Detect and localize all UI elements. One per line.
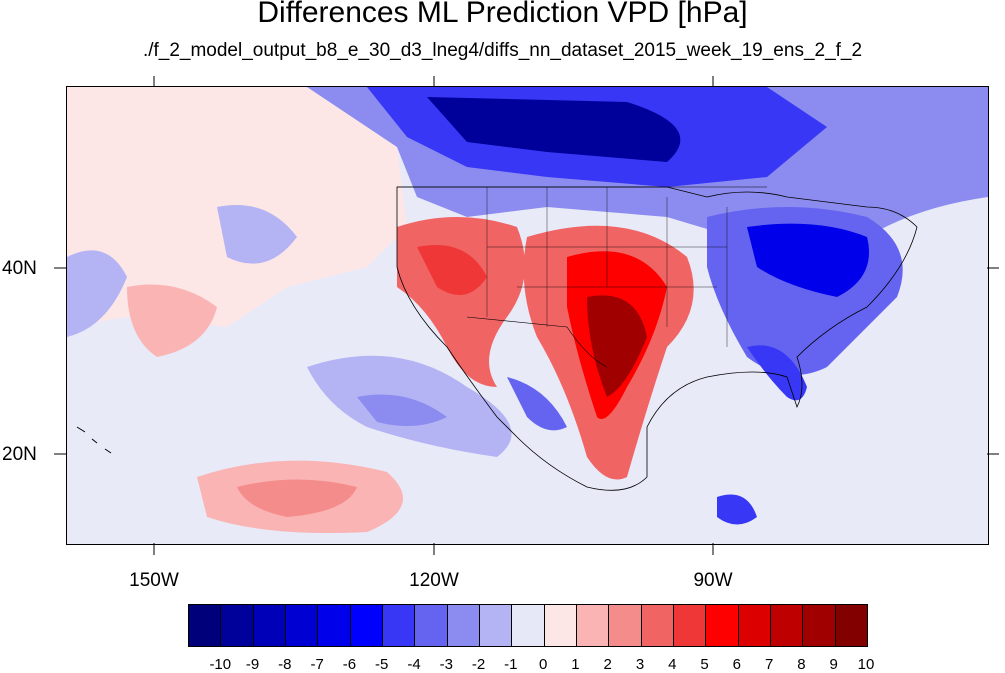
coastline-outline: [396, 186, 918, 491]
vpd-difference-map: [66, 86, 989, 545]
colorbar-tick-label: 3: [635, 656, 645, 673]
colorbar-swatch: [738, 605, 771, 646]
colorbar-tick-label: 9: [829, 656, 838, 673]
colorbar-swatch: [253, 605, 286, 646]
map-canvas: [67, 87, 988, 533]
colorbar-tick-label: -10: [209, 656, 232, 673]
colorbar-tick-label: 2: [603, 656, 612, 673]
colorbar-tick-label: -3: [439, 656, 453, 673]
colorbar-tick-label: 5: [700, 656, 709, 673]
colorbar-swatch: [447, 605, 480, 646]
colorbar-swatch: [382, 605, 416, 646]
west-pacific-blue: [67, 250, 127, 337]
colorbar-swatch: [285, 605, 319, 646]
mexico-negative: [507, 377, 567, 431]
colorbar-swatch: [835, 605, 867, 646]
colorbar-tick-label: -6: [342, 656, 357, 673]
lat-label-40n: 40N: [2, 258, 37, 279]
colorbar: [188, 604, 868, 647]
florida-negative: [747, 345, 807, 401]
us-border-south: [466, 316, 608, 368]
north-pacific-blue: [217, 205, 297, 264]
east-us-negative-core: [747, 223, 869, 297]
colorbar-tick-label: -7: [310, 656, 324, 673]
colorbar-tick-label: -5: [375, 656, 389, 673]
colorbar-tick-label: 1: [571, 656, 580, 673]
colorbar-tick-label: 7: [764, 656, 774, 673]
western-us-positive: [397, 217, 525, 387]
colorbar-tick-label: -2: [471, 656, 486, 673]
colorbar-swatch: [609, 605, 642, 646]
colorbar-tick-label: -1: [504, 656, 518, 673]
colorbar-swatch: [189, 605, 222, 646]
colorbar-tick-label: -4: [407, 656, 421, 673]
canada-negative-core: [427, 97, 681, 162]
colorbar-tick-label: 0: [538, 656, 548, 673]
colorbar-swatch: [673, 605, 707, 646]
colorbar-tick-label: 6: [732, 656, 742, 673]
colorbar-swatch: [479, 605, 513, 646]
map-subtitle: ./f_2_model_output_b8_e_30_d3_lneg4/diff…: [142, 40, 863, 61]
colorbar-tick-label: 10: [857, 656, 875, 673]
lon-label-120w: 120W: [409, 570, 459, 591]
lon-label-90w: 90W: [693, 570, 733, 591]
pacific-negative-core: [357, 394, 447, 426]
colorbar-swatch: [221, 605, 254, 646]
western-us-positive-core: [417, 245, 487, 295]
hawaii-islands: [76, 426, 112, 454]
lat-label-20n: 20N: [2, 444, 37, 465]
colorbar-swatch: [512, 605, 545, 646]
caribbean-negative: [717, 494, 757, 525]
mid-pacific-positive: [127, 284, 217, 357]
lon-label-150w: 150W: [129, 570, 179, 591]
colorbar-tick-label: -9: [245, 656, 260, 673]
state-lines: [486, 187, 728, 347]
colorbar-swatch: [770, 605, 804, 646]
colorbar-swatch: [641, 605, 674, 646]
colorbar-tick-label: 4: [668, 656, 677, 673]
colorbar-swatch: [318, 605, 351, 646]
colorbar-swatch: [350, 605, 383, 646]
colorbar-swatch: [803, 605, 836, 646]
colorbar-swatch: [415, 605, 448, 646]
central-us-positive-core: [587, 295, 647, 397]
map-title: Differences ML Prediction VPD [hPa]: [257, 0, 748, 29]
colorbar-swatch: [576, 605, 610, 646]
colorbar-swatch: [706, 605, 739, 646]
colorbar-tick-label: -8: [278, 656, 292, 673]
colorbar-tick-label: 8: [797, 656, 806, 673]
south-pacific-positive-core: [237, 479, 357, 517]
colorbar-swatch: [544, 605, 577, 646]
